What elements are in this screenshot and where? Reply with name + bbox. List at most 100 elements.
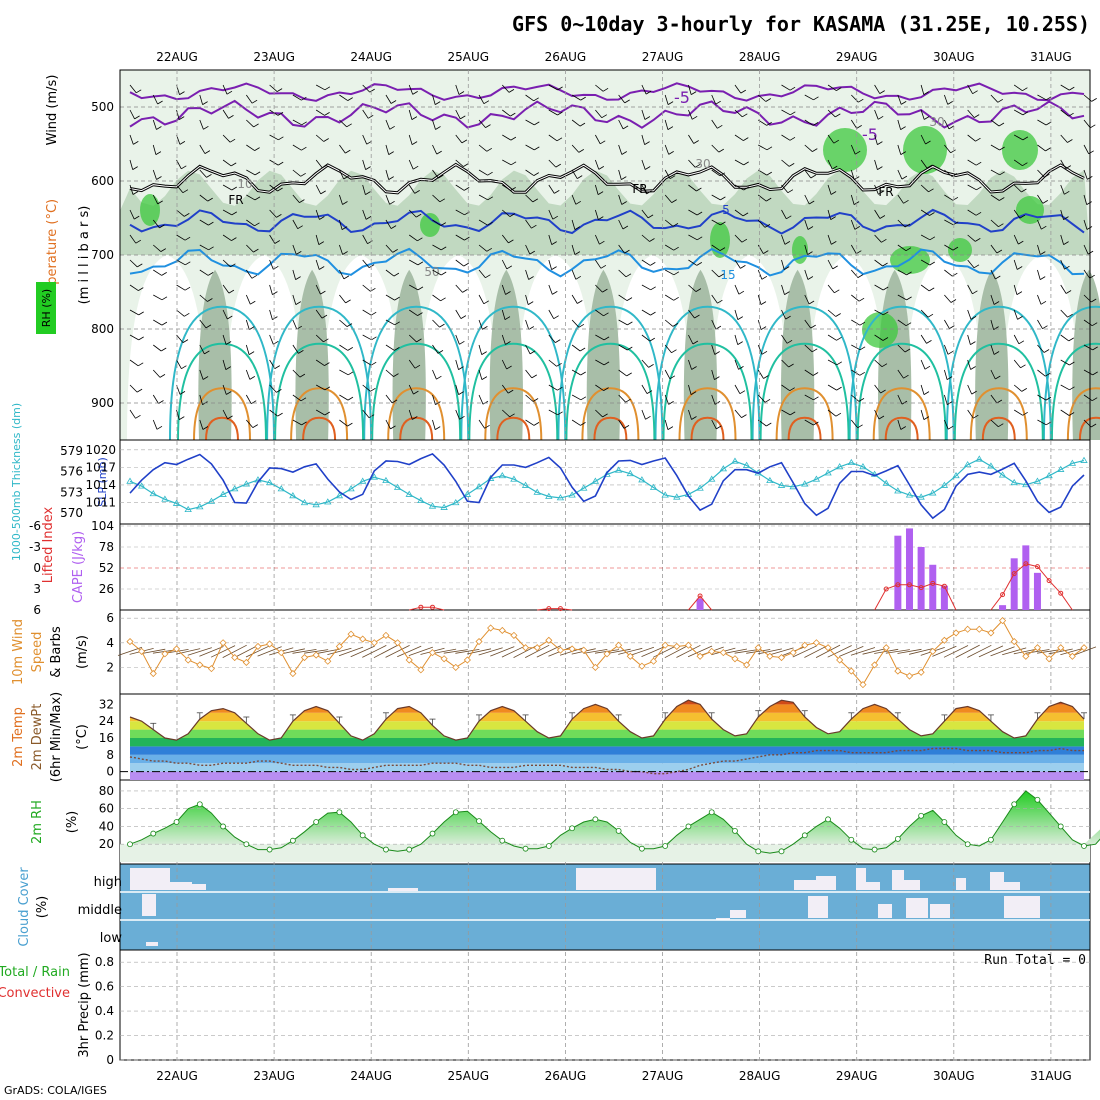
thickness-point: [184, 505, 192, 513]
wind-barb: [1060, 109, 1069, 117]
wind-barb: [525, 294, 529, 305]
wind-barb: [711, 144, 720, 153]
wind-speed-point: [300, 653, 309, 662]
temp-arch-3-5: [690, 416, 725, 441]
wind-barb-flag: [485, 274, 491, 279]
wind-barb: [1013, 359, 1021, 369]
label-wind: Wind (m/s): [45, 75, 60, 146]
wind-tick-4: 4: [106, 636, 114, 650]
wind-speed-point: [394, 639, 402, 647]
wind-barb: [408, 309, 418, 316]
wind-barb-flag: [1040, 251, 1046, 255]
rh-point: [848, 836, 855, 843]
wind-barb-flag: [671, 349, 677, 354]
wind-barb-flag: [877, 115, 884, 120]
wind-barb-flag: [647, 214, 654, 219]
wind-barb-10m: [1071, 646, 1097, 657]
wind-barb-flag: [576, 175, 583, 179]
wind-barb: [222, 159, 232, 167]
temp-band: [130, 721, 1084, 730]
wind-barb: [595, 409, 603, 418]
wind-barb: [152, 219, 160, 229]
wind-barb-flag: [854, 150, 861, 155]
wind-barb-10m: [525, 644, 550, 658]
wind-barb-flag: [278, 136, 284, 141]
wind-barb: [339, 219, 343, 230]
wind-barb: [827, 309, 836, 317]
wind-barb-flag: [297, 225, 303, 230]
rh-point: [150, 830, 157, 837]
wind-barb: [129, 209, 135, 220]
wind-barb-flag: [440, 222, 447, 226]
thickness-point: [475, 483, 483, 490]
temp-arch-3-6: [787, 416, 822, 441]
wind-barb: [874, 209, 881, 219]
wind-barb-flag: [1045, 147, 1051, 152]
wind-barb-flag: [1063, 241, 1069, 245]
lifted-index-point: [906, 582, 912, 588]
wind-speed-point: [382, 631, 390, 639]
temp-band: [130, 763, 1084, 772]
wind-barb: [176, 184, 184, 193]
wind-barb: [199, 94, 203, 105]
wind-barb-flag: [599, 140, 606, 145]
wind-barb: [967, 84, 973, 94]
thickness-point: [591, 477, 600, 484]
wind-barb-flag: [947, 350, 954, 355]
wind-barb-flag: [1065, 290, 1072, 294]
wind-barb-flag: [1016, 266, 1023, 270]
cape-lifted-index-panel: [119, 523, 1091, 611]
wind-speed-point: [847, 667, 855, 675]
wind-barb: [339, 344, 349, 351]
wind-barb-10m: [606, 648, 631, 654]
wind-barb-flag: [528, 276, 534, 280]
wind-barb: [525, 194, 534, 203]
wind-barb-10m: [664, 644, 689, 659]
wind-speed-point: [452, 663, 460, 671]
wind-barb-flag: [181, 365, 187, 370]
wind-barb: [408, 184, 416, 194]
wind-speed-point: [580, 646, 588, 654]
wind-speed-point: [440, 655, 448, 663]
thickness-tick-576: 576: [60, 465, 83, 479]
thickness-tick-570: 570: [60, 506, 83, 520]
wind-barb: [292, 344, 299, 354]
wind-barb-flag: [227, 415, 233, 420]
top-date-27AUG: 27AUG: [642, 50, 684, 64]
wind-barb: [967, 184, 977, 191]
wind-tick-2: 2: [106, 660, 114, 674]
thickness-point: [370, 473, 379, 480]
wind-barb-flag: [621, 176, 627, 180]
wind-barb-flag: [510, 112, 516, 117]
wind-barb-flag: [760, 301, 767, 305]
wind-barb-flag: [905, 247, 912, 252]
wind-barb-flag: [603, 361, 610, 366]
wind-barb-flag: [298, 350, 304, 354]
wind-barb-flag: [603, 336, 610, 341]
top-date-30AUG: 30AUG: [933, 50, 975, 64]
wind-barb: [990, 419, 999, 427]
wind-barb-flag: [347, 371, 354, 376]
wind-barb-flag: [786, 215, 792, 220]
wind-barb-flag: [812, 148, 818, 152]
wind-barb: [1083, 144, 1090, 154]
thickness-point: [358, 477, 367, 484]
wind-barb-flag: [160, 248, 167, 252]
wind-barb-flag: [557, 86, 563, 91]
saturated-patch-4: [862, 312, 898, 348]
wind-barb: [641, 234, 650, 242]
cloud-block: [1004, 882, 1020, 890]
wind-barb: [897, 269, 907, 276]
wind-barb-flag: [690, 391, 697, 395]
wind-barb: [222, 84, 228, 95]
wind-barb-10m: [350, 645, 375, 658]
top-date-28AUG: 28AUG: [739, 50, 781, 64]
thickness-point: [801, 480, 809, 487]
temp-arch-1-7: [856, 342, 947, 441]
wind-barb: [315, 134, 324, 142]
wind-barb: [362, 309, 372, 316]
wind-barb: [618, 319, 628, 326]
wind-barb-flag: [1090, 423, 1097, 428]
contour-label-4: FR: [878, 185, 893, 199]
rh-point: [336, 809, 343, 816]
